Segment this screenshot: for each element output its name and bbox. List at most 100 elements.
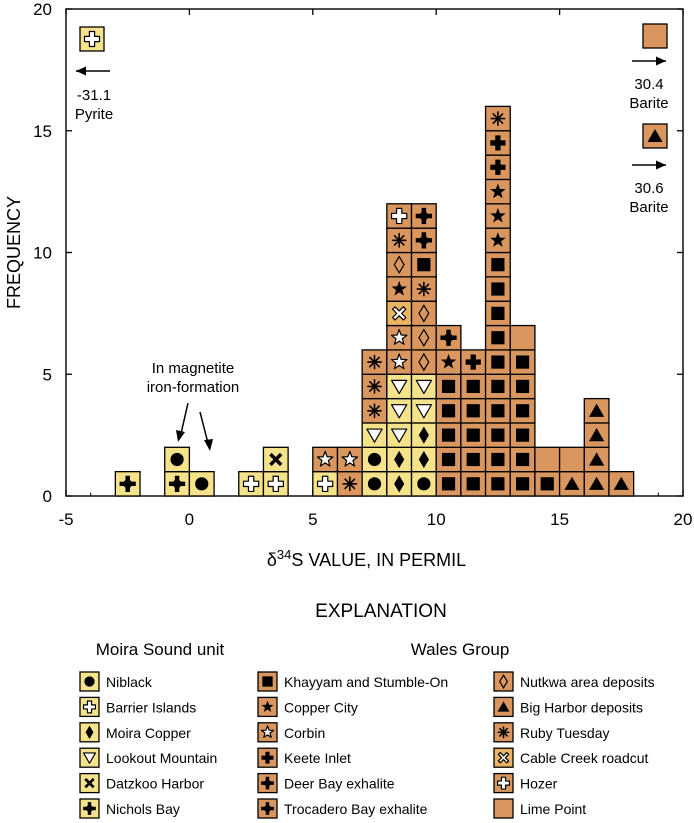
legend-label: Cable Creek roadcut [520,750,649,766]
circle-icon [417,477,431,491]
asterisk-icon [418,283,430,295]
histogram-cell [336,470,363,497]
offscale-mineral: Barite [629,199,668,216]
histogram-cell [509,446,536,473]
square-icon [491,452,505,467]
cross-diamond-icon [84,803,95,814]
open-diamond-icon [418,352,430,372]
circle-icon [84,676,95,687]
histogram-cell [410,422,437,448]
histogram-cell [484,397,511,424]
asterisk-icon [369,380,380,392]
histogram-cell [386,300,413,327]
legend-label: Trocadero Bay exhalite [284,801,428,817]
legend-swatch [493,696,514,718]
offscale-marker [642,23,668,49]
x-tick-label: 5 [308,510,317,529]
square-icon [515,355,530,369]
offscale-value: -31.1 [77,87,111,104]
offscale-mineral: Pyrite [75,106,113,123]
triangle-icon [589,476,605,490]
legend-label: Lime Point [520,801,586,817]
histogram-cell [386,446,413,473]
histogram-cell [312,470,339,497]
open-cross-icon [390,207,408,225]
histogram-cell [484,446,511,473]
histogram-cell [484,154,511,181]
histogram-cell [608,470,635,497]
triangle-icon [497,701,510,712]
legend-label: Deer Bay exhalite [284,776,395,792]
cross-icon [465,354,481,370]
histogram-cell [386,227,413,254]
cell-box [493,671,514,692]
triangle-icon [589,403,605,417]
square-icon [441,428,456,442]
square-icon [491,379,505,394]
star-icon [490,183,506,199]
annotation-line1: In magnetite [152,360,235,377]
histogram-cell [386,373,413,400]
histogram-cell [336,446,363,473]
circle-icon [367,477,382,491]
histogram-cell [558,470,585,497]
star-icon [490,232,506,247]
legend-label: Moira Copper [106,725,191,741]
histogram-cell [484,470,511,497]
square-icon [491,331,505,345]
legend-swatch [493,722,514,743]
offscale-value: 30.4 [634,76,663,93]
x-tick-label: 20 [674,510,693,529]
legend-swatch [257,772,278,794]
histogram-cell [460,349,487,375]
histogram-cell [460,397,487,424]
histogram-cell [583,422,610,448]
open-diamond-icon [418,328,430,348]
y-tick-label: 10 [33,244,52,263]
asterisk-icon [369,405,380,417]
square-icon [466,477,480,491]
cross-diamond-icon [121,477,134,490]
histogram-cell [188,470,215,497]
open-cross-icon [496,776,511,790]
legend-swatch [257,671,278,692]
diamond-icon [85,725,94,740]
annotation-arrow-head [204,439,213,451]
histogram-cell [509,470,536,497]
open-triangle-down-icon [415,404,433,419]
histogram-cell [435,397,462,424]
legend-label: Lookout Mountain [106,750,217,766]
square-icon [515,428,530,442]
diamond-icon [394,450,405,469]
legend-group-title: Wales Group [411,640,510,659]
open-star-icon [341,450,359,467]
offscale-arrow-head [656,160,666,170]
histogram-cell [484,203,511,229]
legend-swatch [257,696,278,718]
open-star-icon [260,725,275,739]
open-star-icon [316,450,334,467]
square-icon [515,477,530,491]
histogram-cell [484,324,511,351]
histogram-cell [410,300,437,327]
histogram-cell [361,422,388,448]
legend-swatch [493,747,514,768]
x-axis-title-rest: S VALUE, IN PERMIL [291,550,466,570]
diamond-icon [418,450,429,469]
offscale-arrow-head [76,66,86,76]
histogram-cell [583,446,610,473]
cross-icon [490,135,506,151]
legend-label: Keete Inlet [284,750,351,766]
histogram-cell [164,446,191,473]
histogram-cell [484,178,511,205]
square-icon [466,404,480,418]
open-cross-icon [82,700,97,714]
histogram-cell [312,446,339,473]
legend-label: Barrier Islands [106,699,196,715]
asterisk-icon [344,478,356,490]
histogram-cell [410,397,437,424]
histogram-cell [386,324,413,351]
diamond-icon [418,426,429,444]
histogram-cell [386,397,413,424]
